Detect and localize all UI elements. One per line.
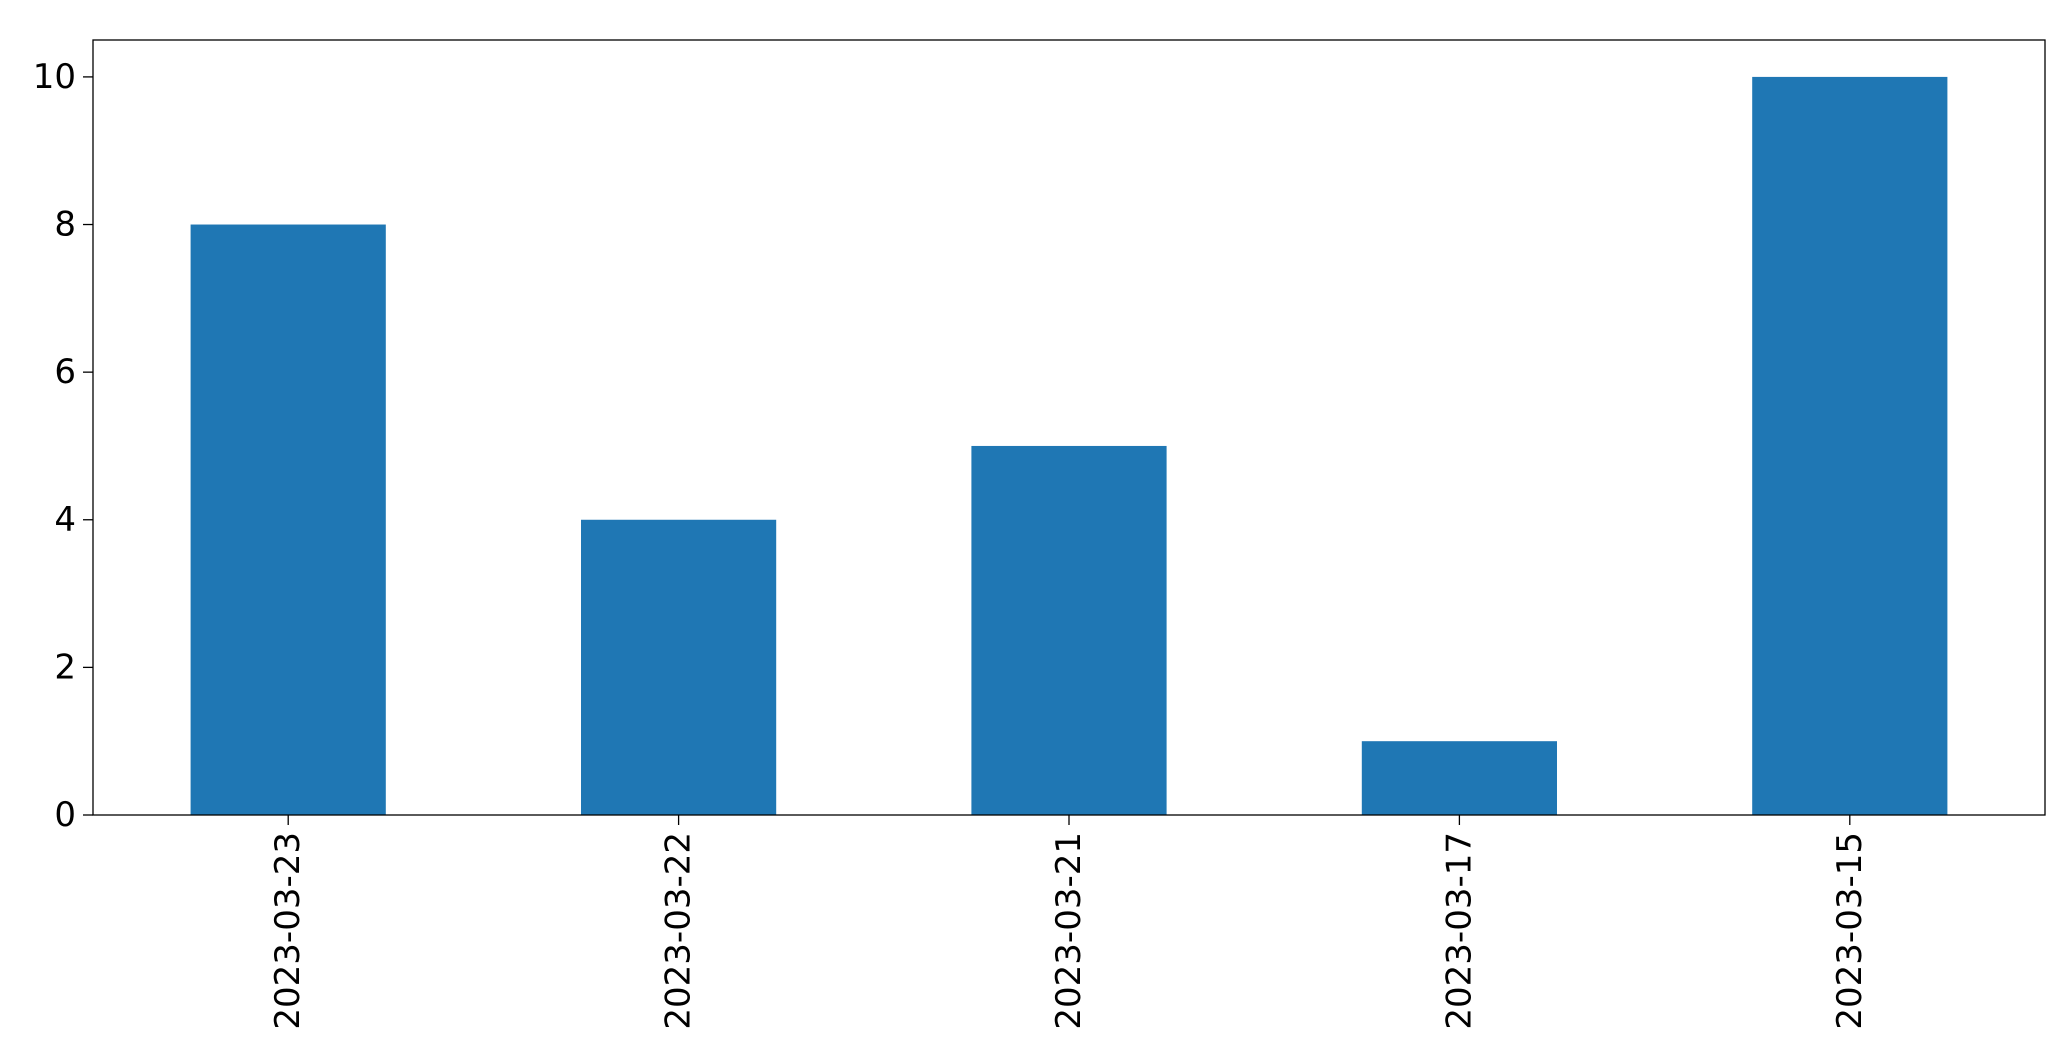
bar-2023-03-17 bbox=[1361, 741, 1557, 815]
y-tick-label: 10 bbox=[33, 57, 76, 97]
bars-group bbox=[190, 76, 1948, 815]
bar-2023-03-23 bbox=[190, 224, 386, 815]
bar-2023-03-22 bbox=[581, 519, 777, 815]
bar-2023-03-21 bbox=[971, 445, 1167, 815]
x-axis: 2023-03-23 2023-03-22 2023-03-21 2023-03-17… bbox=[268, 815, 1870, 1030]
y-tick-label: 0 bbox=[54, 795, 76, 835]
y-tick-label: 4 bbox=[54, 500, 76, 540]
x-tick-label: 2023-03-22 bbox=[659, 832, 699, 1030]
x-tick-label: 2023-03-15 bbox=[1830, 832, 1870, 1030]
x-tick-label: 2023-03-23 bbox=[268, 832, 308, 1030]
y-tick-label: 6 bbox=[54, 352, 76, 392]
plot-frame bbox=[92, 39, 2046, 816]
y-tick-label: 2 bbox=[54, 647, 76, 687]
y-axis: 0 2 4 6 8 10 bbox=[33, 57, 93, 835]
x-tick-label: 2023-03-17 bbox=[1439, 832, 1479, 1030]
bar-2023-03-15 bbox=[1752, 76, 1948, 815]
x-tick-label: 2023-03-21 bbox=[1049, 832, 1089, 1030]
y-tick-label: 8 bbox=[54, 205, 76, 245]
